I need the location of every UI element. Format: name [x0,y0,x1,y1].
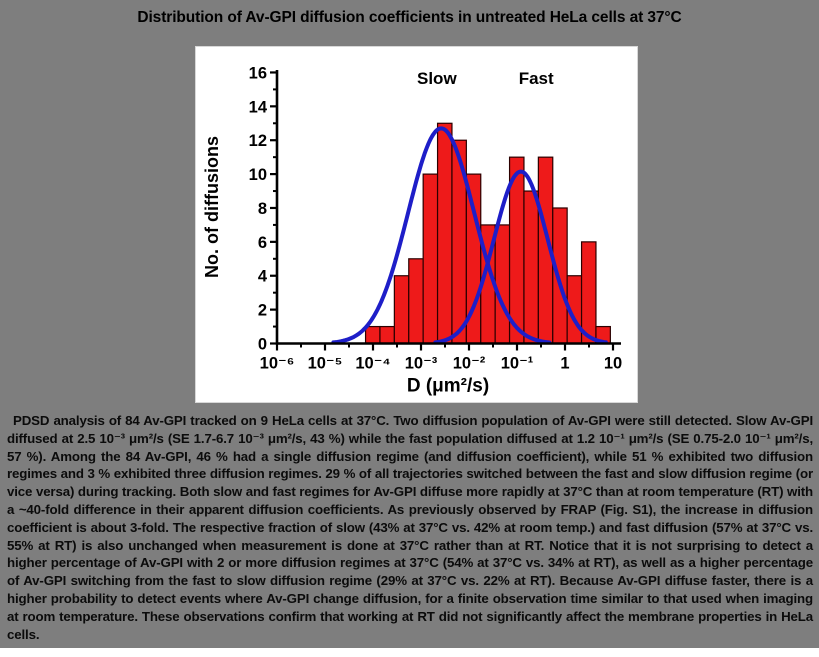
histogram-bar [393,275,410,345]
x-tick-label: 10⁻² [453,355,486,373]
page-title: Distribution of Av-GPI diffusion coeffic… [137,9,682,26]
y-tick-label: 2 [258,302,267,320]
histogram-bar [408,258,424,345]
histogram-bar [379,325,395,345]
x-tick-label: 10⁻³ [405,355,438,373]
y-tick-label: 8 [258,200,267,218]
histogram-bar [494,224,511,345]
y-axis: 0 2 4 6 8 10 12 14 16 [249,64,277,354]
bottom-margin-strip [0,648,819,657]
x-axis-label: D (μm²/s) [407,376,489,397]
fast-label: Fast [519,69,554,88]
histogram-bar [523,190,539,345]
y-tick-label: 10 [249,166,267,184]
x-tick-label: 10 [604,355,622,373]
x-tick-label: 10⁻¹ [501,355,534,373]
y-tick-label: 4 [258,268,268,286]
y-tick-label: 6 [258,234,267,252]
y-tick-label: 16 [249,64,267,82]
histogram-bar [422,173,439,345]
chart-panel: 0 2 4 6 8 10 12 14 16 10⁻⁶ 10⁻⁵ 10⁻⁴ 10⁻³ 10⁻² 10⁻¹ 1 10… [195,46,638,403]
y-tick-label: 14 [249,98,268,116]
x-tick-label: 10⁻⁶ [260,355,295,373]
x-tick-label: 10⁻⁴ [355,355,390,373]
histogram-bar [580,241,597,345]
gaussian-curve-fast-population-fit [433,169,608,345]
slow-label: Slow [417,69,457,88]
x-tick-label: 10⁻⁵ [308,355,343,373]
histogram-bar [364,325,381,345]
x-axis: 10⁻⁶ 10⁻⁵ 10⁻⁴ 10⁻³ 10⁻² 10⁻¹ 1 10 [260,343,622,373]
histogram-bar [436,122,453,345]
y-axis-label: No. of diffusions [202,136,222,278]
gaussian-curve-slow-population-fit [331,126,552,345]
figure-caption: PDSD analysis of 84 Av-GPI tracked on 9 … [7,413,813,642]
y-tick-label: 12 [249,132,267,150]
x-tick-label: 1 [560,355,569,373]
histogram-bar [552,207,568,345]
y-tick-label: 0 [258,336,267,354]
